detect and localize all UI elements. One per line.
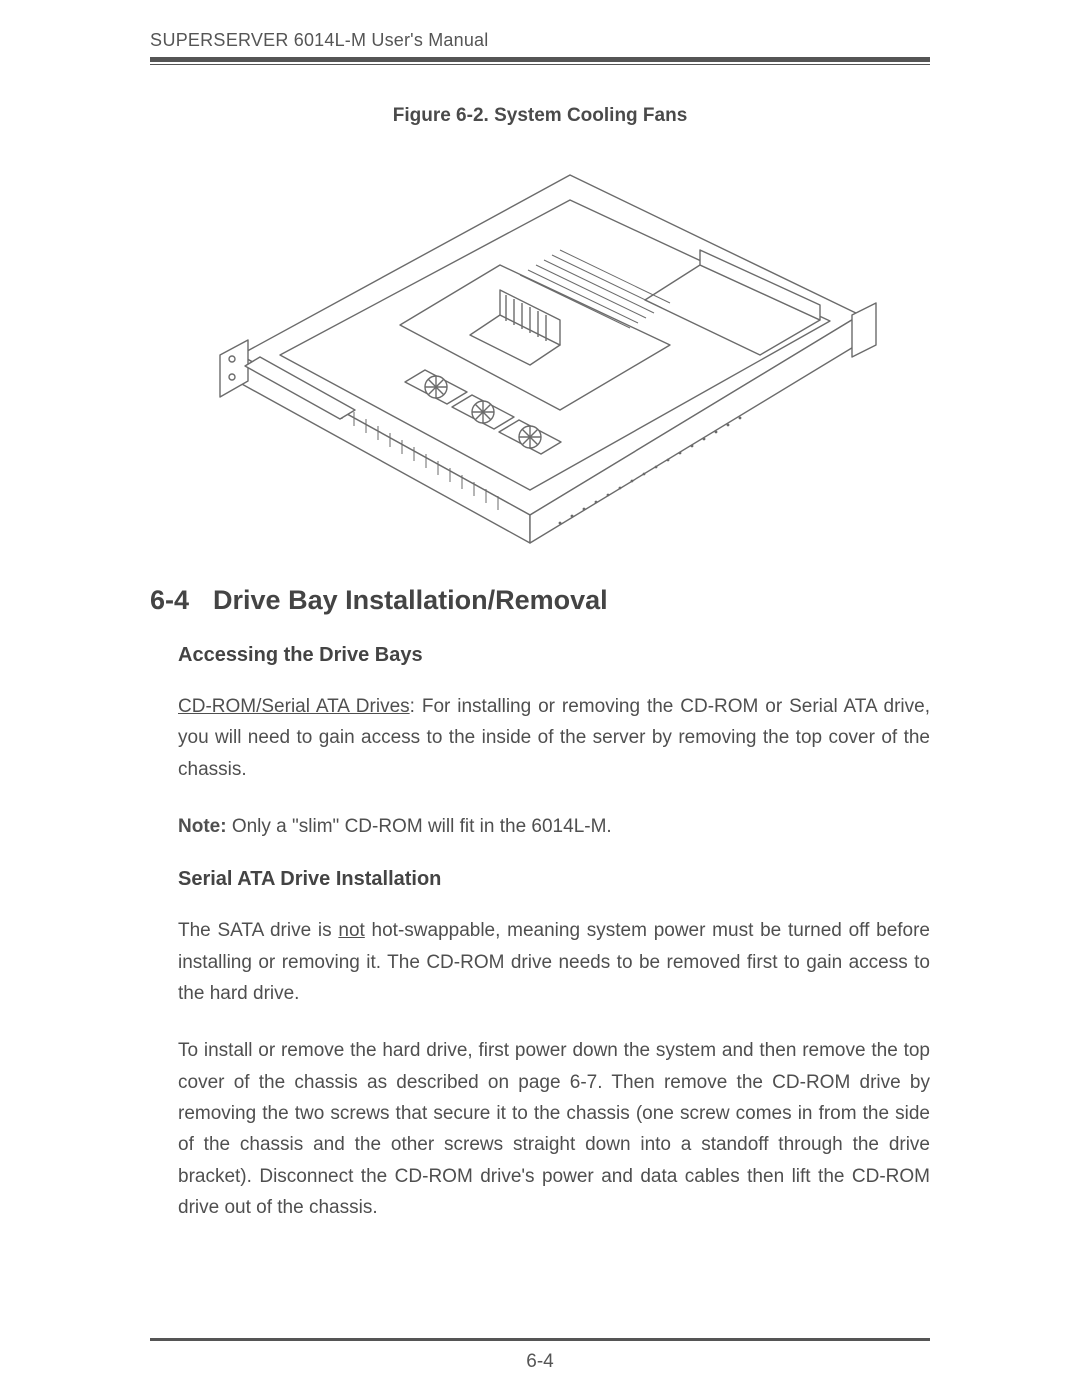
running-head-sc1: S [150,30,163,50]
header-rule-thick [150,57,930,62]
para-accessing: CD-ROM/Serial ATA Drives: For installing… [178,691,930,785]
footer-rule [150,1338,930,1341]
running-head-t2: ERVER 6014L-M User's Manual [226,30,489,50]
para-sata-1: The SATA drive is not hot-swappable, mea… [178,915,930,1009]
para-lead-underlined: CD-ROM/Serial ATA Drives [178,696,410,717]
subsection-sata: Serial ATA Drive Installation [178,868,930,891]
running-head: SUPERSERVER 6014L-M User's Manual [150,30,930,57]
figure-6-2 [200,145,880,555]
header-rule-thin [150,64,930,65]
manual-page: SUPERSERVER 6014L-M User's Manual Figure… [0,0,1080,1397]
para-sata-2: To install or remove the hard drive, fir… [178,1035,930,1223]
para-sata-1-underlined: not [338,920,364,941]
page-number: 6-4 [0,1351,1080,1373]
chassis-illustration-icon [200,145,880,555]
subsection-accessing: Accessing the Drive Bays [178,644,930,667]
running-head-sc2: S [213,30,226,50]
para-note: Note: Only a "slim" CD-ROM will fit in t… [178,811,930,842]
running-head-t1: UPER [163,30,214,50]
section-heading: 6-4 Drive Bay Installation/Removal [150,585,930,616]
section-number: 6-4 [150,585,189,616]
section-title: Drive Bay Installation/Removal [213,585,608,615]
note-label: Note: [178,816,227,837]
para-sata-1-pre: The SATA drive is [178,920,338,941]
note-text: Only a "slim" CD-ROM will fit in the 601… [227,816,612,837]
figure-caption: Figure 6-2. System Cooling Fans [150,105,930,127]
